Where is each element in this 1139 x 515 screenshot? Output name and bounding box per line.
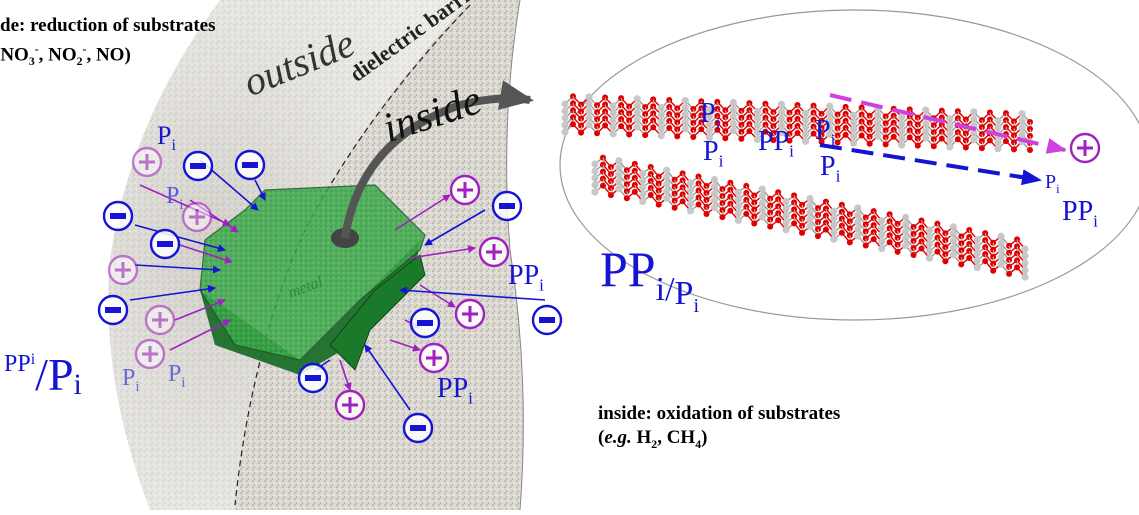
inside-caption-line2: (e.g. H2, CH4) (598, 426, 840, 457)
cation-plus-icon (336, 391, 364, 419)
cation-plus-icon (146, 306, 174, 334)
ppi-label-right: PPi (508, 262, 544, 294)
zoom-pi-2: Pi (703, 138, 723, 170)
cation-plus-icon (1071, 134, 1099, 162)
ratio-mid-sub1: i/ (656, 271, 675, 308)
pi-label-top: Pi (157, 123, 176, 154)
ratio-mid-sub3: i (693, 295, 699, 317)
inside-caption-line1: inside: oxidation of substrates (598, 402, 840, 426)
crystal-layer (561, 93, 1033, 153)
cation-plus-icon (480, 238, 508, 266)
ratio-left-top: PP (4, 351, 31, 377)
no2-sub: 2 (77, 55, 83, 68)
cation-plus-icon (136, 340, 164, 368)
no3-sub: 3 (29, 55, 35, 68)
cation-plus-icon (456, 300, 484, 328)
anion-minus-icon (299, 364, 327, 392)
zoom-pi-3: Pi (815, 117, 835, 149)
zoom-pi-4: Pi (820, 153, 840, 185)
no2: , NO (39, 44, 77, 65)
no3: NO (0, 44, 29, 65)
anion-minus-icon (184, 152, 212, 180)
anion-minus-icon (236, 151, 264, 179)
ratio-mid-main: PP (600, 241, 656, 297)
anion-minus-icon (99, 296, 127, 324)
ratio-mid-sub2: P (675, 275, 694, 312)
ratio-ppi-pi-mid: PPi/Pi (600, 244, 699, 294)
outside-caption: de: reduction of substrates (NO3-, NO2-,… (0, 14, 216, 74)
inside-caption: inside: oxidation of substrates (e.g. H2… (598, 402, 840, 457)
inside-paren-close: ) (701, 427, 707, 448)
pi-label-left: Pi (166, 184, 184, 213)
outside-caption-line2: (NO3-, NO2-, NO) (0, 38, 216, 74)
anion-minus-icon (404, 414, 432, 442)
no: , NO) (86, 44, 130, 65)
anion-minus-icon (104, 202, 132, 230)
anion-minus-icon (151, 230, 179, 258)
blue-dashed-arrow (820, 145, 1040, 180)
h2: H (632, 427, 652, 448)
cation-plus-icon (451, 176, 479, 204)
ratio-ppi-pi-left: PPi/Pi (4, 352, 82, 400)
cation-plus-icon (109, 256, 137, 284)
outside-caption-line1: de: reduction of substrates (0, 14, 216, 38)
anion-minus-icon (493, 192, 521, 220)
inside-eg: e.g. (604, 427, 631, 448)
ratio-slash: / (35, 349, 48, 400)
cation-plus-icon (420, 344, 448, 372)
ratio-left-bottom-sub: i (74, 368, 82, 401)
zoom-pi-5: Pi (1045, 172, 1060, 195)
ch4: , CH (657, 427, 695, 448)
ppi-label-bottom: PPi (437, 375, 473, 407)
ratio-left-bottom: P (48, 349, 74, 400)
cation-plus-icon (183, 203, 211, 231)
pi-label-bottom-right: Pi (168, 362, 186, 391)
zoom-pi-1: Pi (700, 100, 720, 132)
zoom-ppi-2: PPi (1062, 198, 1098, 230)
anion-minus-icon (533, 306, 561, 334)
pi-label-bottom-left: Pi (122, 366, 140, 395)
zoom-ppi: PPi (758, 128, 794, 160)
anion-minus-icon (411, 309, 439, 337)
